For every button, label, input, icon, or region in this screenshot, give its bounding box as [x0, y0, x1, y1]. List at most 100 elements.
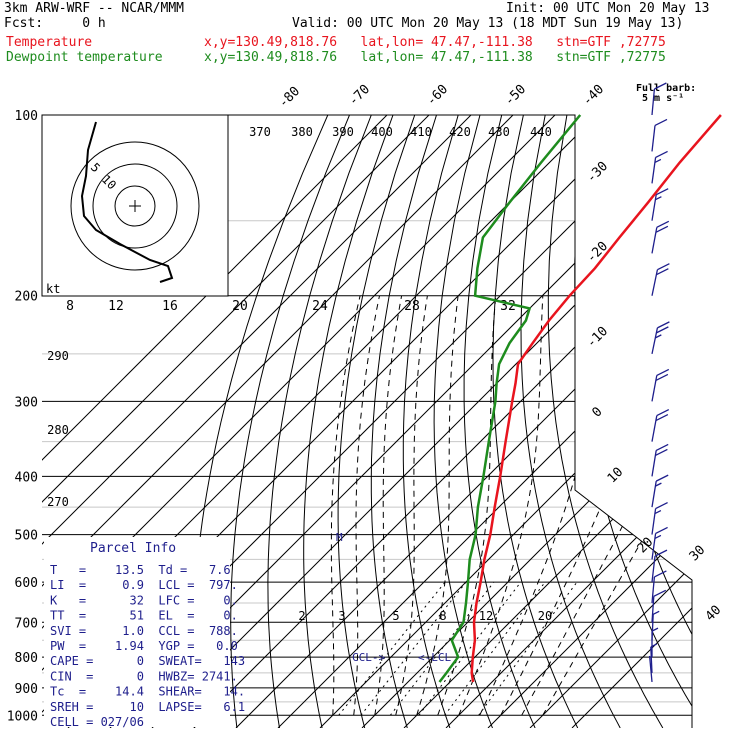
wind-barb-half — [655, 482, 662, 487]
wind-barb-flag — [655, 188, 669, 196]
wind-barb-staff — [651, 481, 657, 508]
isotherm-label: -30 — [584, 159, 611, 186]
wind-barb-half — [652, 610, 660, 615]
isotherm-label: -80 — [276, 84, 303, 111]
dry-adiabat — [492, 115, 579, 728]
isotherm-line — [445, 115, 692, 728]
theta-label: 370 — [249, 125, 271, 139]
wind-barb-flag — [656, 220, 670, 228]
hodograph-ring — [92, 163, 178, 249]
pressure-tick-label: 900 — [15, 682, 38, 697]
wind-barb-staff — [651, 125, 656, 152]
parcel-row: T = 13.5 Td = 7.6 — [50, 563, 231, 577]
isotherm-line — [571, 115, 692, 728]
hodograph-x-tick: 12 — [108, 299, 124, 314]
wind-barb-flag — [655, 474, 669, 482]
wind-barb-staff — [651, 614, 654, 641]
dry-adiabat — [719, 115, 740, 728]
isotherm-line — [42, 115, 430, 728]
wind-barb-flag — [655, 526, 668, 535]
moist-adiabat — [521, 295, 692, 716]
pressure-tick-label: 1000 — [7, 709, 38, 724]
dry-adiabat — [624, 115, 692, 728]
wind-barb-flag — [655, 225, 669, 233]
wind-barb-staff — [651, 157, 657, 184]
wind-barb-staff — [651, 576, 656, 604]
parcel-row: CIN = 0 HWBZ= 2741. — [50, 669, 238, 683]
parcel-title: Parcel Info — [90, 541, 176, 556]
isotherm-label: -60 — [424, 82, 451, 109]
dry-adiabat — [520, 115, 621, 728]
parcel-row: SVI = 1.0 CCL = 788. — [50, 624, 238, 638]
wind-barb-flag — [655, 373, 669, 381]
parcel-row: CAPE = 0 SWEAT= 143 — [50, 654, 245, 668]
dry-adiabat — [547, 115, 664, 728]
pressure-tick-label: 600 — [15, 576, 38, 591]
isotherm-label: 40 — [703, 603, 725, 625]
parcel-row: CELL = 027/06 — [50, 715, 144, 729]
moist-adiabat — [353, 295, 380, 716]
moist-adiabat — [330, 295, 361, 716]
isotherm-label: 0 — [589, 404, 605, 420]
isotherm-line — [42, 115, 514, 728]
mixing-ratio-line — [338, 581, 446, 716]
dewpoint-location: x,y=130.49,818.76 lat,lon= 47.47,-111.38… — [204, 50, 666, 65]
hodograph-x-tick: 24 — [312, 299, 328, 314]
wind-barb-flag — [655, 443, 669, 451]
theta-label: 430 — [488, 125, 510, 139]
temperature-location: x,y=130.49,818.76 lat,lon= 47.47,-111.38… — [204, 35, 666, 50]
mixing-ratio-line — [360, 581, 467, 716]
theta-label: 290 — [47, 349, 69, 363]
wind-barb-half — [654, 534, 662, 540]
model-title: 3km ARW-WRF -- NCAR/MMM — [4, 1, 185, 16]
wind-barb-staff — [651, 269, 659, 296]
wind-barb-staff — [651, 450, 657, 477]
lcl-annotation: <-LCL — [418, 651, 451, 664]
pressure-tick-label: 100 — [15, 109, 38, 124]
wind-barb-staff — [651, 375, 658, 402]
theta-label: 400 — [371, 125, 393, 139]
wind-barb-staff — [651, 508, 657, 535]
wind-barb-flag — [654, 82, 667, 90]
hodograph-ring — [70, 141, 200, 271]
hodograph-x-tick: 28 — [404, 299, 420, 314]
parcel-row: PW = 1.94 YGP = 0.0 — [50, 639, 238, 653]
wind-barb-flag — [654, 570, 667, 578]
mixing-ratio-label: 2 — [298, 609, 305, 623]
mixing-ratio-line — [389, 581, 495, 716]
dry-adiabat — [230, 115, 350, 728]
parcel-row: K = 32 LFC = 0. — [50, 593, 238, 607]
plot-border — [42, 114, 693, 728]
wind-barb-flag — [655, 501, 668, 510]
dry-adiabat — [337, 115, 416, 728]
theta-label: 380 — [291, 125, 313, 139]
moist-adiabat — [395, 295, 428, 716]
isotherm-line — [193, 115, 692, 728]
isotherm-line — [361, 115, 692, 728]
wind-barb-flag — [655, 448, 668, 456]
parcel-row: Tc = 14.4 SHEAR= 14. — [50, 685, 245, 699]
wind-barb-staff — [650, 646, 653, 673]
moist-adiabat — [500, 295, 669, 716]
dry-adiabat — [574, 115, 692, 728]
forecast-hour: Fcst: 0 h — [4, 16, 106, 31]
dry-adiabat — [303, 115, 394, 728]
isotherm-line — [235, 115, 692, 728]
isotherm-line — [42, 115, 472, 728]
isotherm-label: -70 — [346, 82, 373, 109]
mixing-ratio-label: 20 — [538, 609, 552, 623]
moist-adiabat — [479, 295, 602, 716]
hodograph-unit-label: kt — [46, 282, 60, 296]
wind-barb-flag — [656, 268, 669, 276]
wind-barb-staff — [651, 415, 658, 442]
mixing-ratio-line — [444, 581, 546, 716]
wind-barb-flag — [654, 549, 668, 557]
dewpoint-legend: Dewpoint temperature — [6, 50, 163, 65]
pressure-tick-label: 200 — [15, 290, 38, 305]
init-time: Init: 00 UTC Mon 20 May 13 — [506, 1, 710, 16]
pressure-tick-label: 800 — [15, 651, 38, 666]
theta-label: 280 — [47, 423, 69, 437]
mixing-ratio-label: 3 — [338, 609, 345, 623]
